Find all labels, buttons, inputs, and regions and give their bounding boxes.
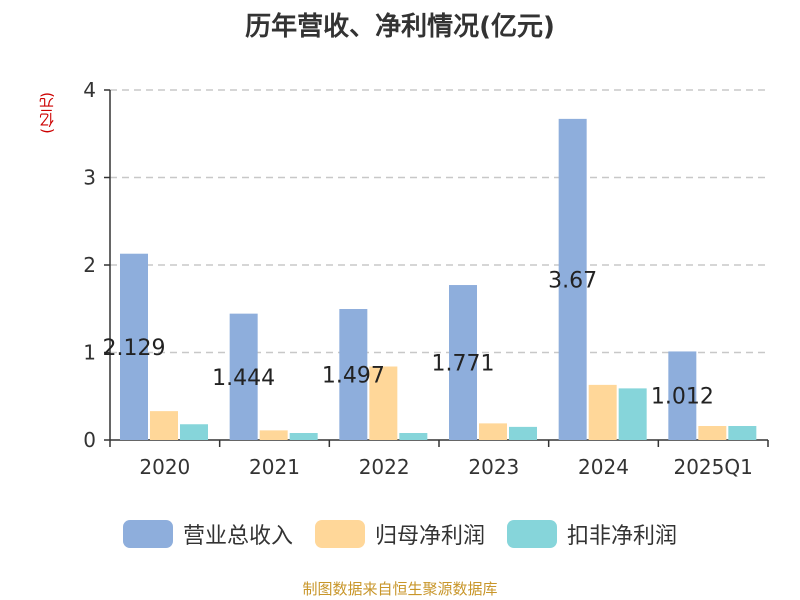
bar-1 [150,411,178,440]
legend-swatch-net-profit [314,520,365,548]
bar-2 [728,426,757,440]
chart-title: 历年营收、净利情况(亿元) [245,12,555,42]
y-tick-label: 3 [83,166,96,190]
bar-0 [339,309,368,440]
legend-label-revenue: 营业总收入 [182,524,293,549]
bar-0 [449,285,477,440]
bar-2 [509,426,537,440]
x-tick-label: 2025Q1 [673,455,752,479]
bar-0 [120,253,148,440]
bar-2 [180,424,208,440]
legend-item-revenue[interactable]: 营业总收入 [122,518,293,550]
legend: 营业总收入 归母净利润 扣非净利润 [0,518,800,550]
y-tick-label: 1 [83,341,96,365]
legend-label-net-profit: 归母净利润 [374,524,485,549]
bar-2 [399,433,428,440]
x-tick-label: 2021 [249,455,300,479]
legend-label-deducted-profit: 扣非净利润 [567,524,678,549]
bar-1 [698,426,727,440]
bar-1 [588,384,617,440]
data-label: 3.67 [548,268,597,293]
legend-item-net-profit[interactable]: 归母净利润 [314,518,485,550]
data-label: 1.497 [322,364,385,389]
bar-1 [479,423,507,440]
bar-0 [229,313,258,440]
bar-1 [369,366,398,440]
x-tick-label: 2023 [468,455,519,479]
bar-0 [668,351,697,440]
bar-2 [289,433,318,440]
x-tick-label: 2020 [139,455,190,479]
legend-item-deducted-profit[interactable]: 扣非净利润 [507,518,677,550]
bar-1 [259,430,288,440]
x-tick-label: 2024 [578,455,629,479]
legend-swatch-deducted-profit [507,520,557,548]
data-label: 1.771 [432,352,495,377]
y-tick-label: 4 [83,78,96,102]
data-label: 2.129 [103,336,166,361]
legend-swatch-revenue [122,520,173,548]
y-tick-label: 0 [83,428,96,452]
data-label: 1.012 [651,385,714,410]
data-label: 1.444 [212,366,275,391]
y-tick-label: 2 [83,253,96,277]
data-source-note: 制图数据来自恒生聚源数据库 [302,580,498,598]
bar-0 [558,118,587,440]
x-tick-label: 2022 [359,455,410,479]
bar-2 [618,388,647,440]
